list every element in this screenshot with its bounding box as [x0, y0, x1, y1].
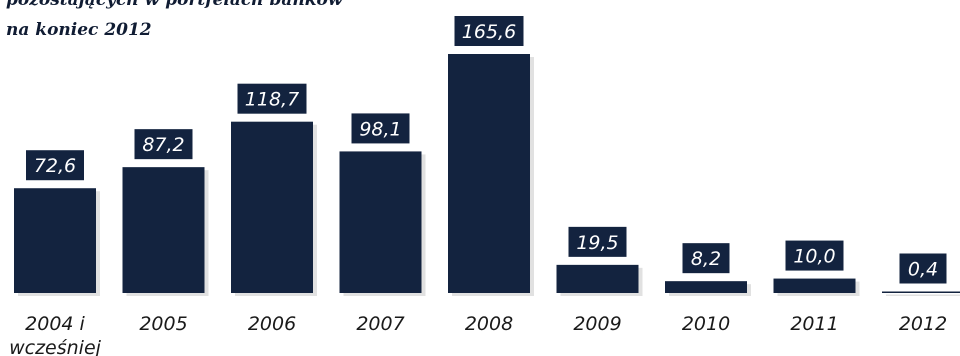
bar	[14, 188, 96, 293]
bar	[122, 167, 205, 293]
value-label: 10,0	[793, 246, 835, 268]
bar	[448, 54, 530, 293]
category-label: 2007	[356, 313, 404, 335]
value-label-box	[351, 113, 410, 144]
value-label: 72,6	[34, 155, 76, 177]
value-label-box	[682, 243, 730, 274]
value-label-box	[454, 16, 524, 46]
bar-shadow	[886, 294, 960, 296]
value-label-box	[237, 83, 307, 114]
value-label: 8,2	[691, 248, 721, 270]
value-label: 98,1	[359, 118, 401, 140]
category-label: wcześniej	[9, 337, 102, 356]
category-label: 2006	[248, 313, 296, 335]
value-label: 118,7	[245, 89, 299, 111]
value-label: 87,2	[142, 134, 184, 156]
bar	[773, 278, 856, 293]
bar	[556, 264, 639, 293]
bar	[231, 121, 313, 293]
chart-title-line-1: pozostających w portfelach banków	[6, 0, 343, 10]
value-label-box	[568, 226, 627, 257]
bar	[339, 151, 422, 293]
category-label: 2010	[682, 313, 730, 335]
category-label: 2012	[899, 313, 947, 335]
bar	[665, 281, 747, 293]
value-label-box	[134, 129, 193, 160]
category-label: 2008	[465, 313, 513, 335]
category-label: 2011	[790, 313, 838, 335]
value-label: 165,6	[462, 21, 516, 43]
bar	[882, 291, 960, 293]
category-label: 2005	[139, 313, 187, 335]
value-label: 19,5	[576, 232, 618, 254]
category-label: 2004 i	[25, 313, 85, 335]
category-label: 2009	[573, 313, 621, 335]
value-label: 0,4	[908, 259, 938, 281]
value-label-box	[899, 253, 947, 284]
value-label-box	[26, 150, 84, 181]
value-label-box	[785, 240, 844, 271]
chart-title-line-2: na koniec 2012	[6, 20, 152, 40]
